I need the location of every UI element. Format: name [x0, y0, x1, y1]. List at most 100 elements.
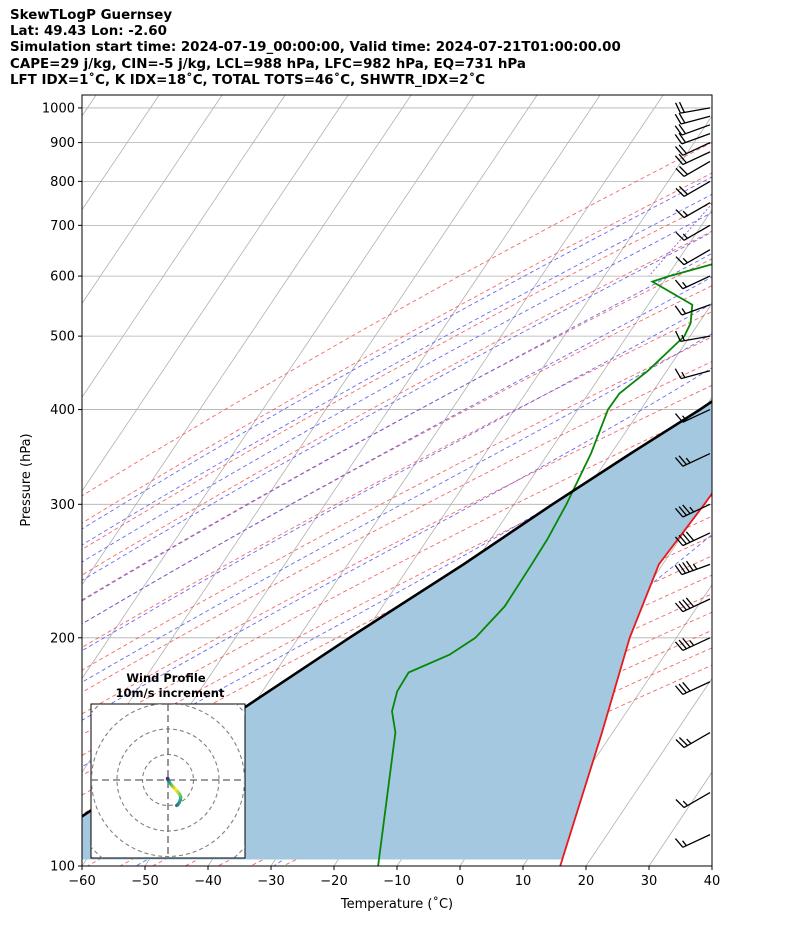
wind-barb	[674, 452, 711, 467]
barb-full	[678, 534, 687, 545]
x-tick-label: 20	[578, 874, 595, 889]
barb-staff	[682, 275, 711, 290]
barb-staff	[680, 370, 711, 380]
wind-barb	[675, 224, 711, 241]
x-tick-label: −50	[131, 874, 158, 889]
barb-full	[678, 112, 686, 124]
wind-barb	[674, 142, 711, 156]
barb-staff	[682, 503, 711, 518]
y-axis-label: Pressure (hPa)	[19, 433, 34, 526]
barb-half	[681, 308, 687, 314]
mixing-ratio-line	[710, 274, 712, 277]
barb-full	[674, 125, 683, 136]
isotherm-line	[711, 865, 712, 866]
moist-adiabat	[82, 405, 712, 768]
wind-barb	[674, 681, 711, 696]
y-tick-label: 600	[50, 270, 75, 285]
moist-adiabat	[82, 303, 712, 652]
barb-half	[681, 371, 686, 378]
barb-full	[675, 187, 685, 197]
wind-barb	[674, 597, 711, 613]
x-tick-label: 0	[456, 874, 464, 889]
barb-full	[675, 167, 685, 177]
barb-half	[686, 738, 692, 744]
barb-staff	[681, 563, 711, 576]
barb-staff	[682, 408, 711, 423]
moist-adiabat	[82, 176, 712, 530]
barb-full	[678, 563, 687, 574]
barb-staff	[683, 202, 711, 219]
barb-full	[674, 641, 684, 651]
location-line: Lat: 49.43 Lon: -2.60	[10, 24, 167, 39]
dry-adiabat	[82, 408, 712, 736]
barb-full	[678, 600, 687, 611]
barb-staff	[682, 452, 711, 467]
barb-full	[674, 146, 684, 156]
isotherm-line	[82, 95, 223, 305]
barb-full	[674, 507, 684, 518]
wind-barb	[675, 330, 711, 342]
dry-adiabat	[82, 285, 712, 625]
barb-full	[674, 413, 684, 423]
isotherm-line	[585, 677, 712, 866]
barb-staff	[680, 115, 711, 125]
wind-barb	[675, 160, 711, 177]
parcel-line	[82, 399, 712, 819]
barb-full	[674, 155, 684, 165]
barb-full	[685, 597, 695, 608]
barb-half	[682, 800, 688, 806]
barb-full	[682, 504, 691, 515]
barb-half	[681, 334, 685, 341]
isotherm-line	[522, 584, 712, 866]
wind-barb	[674, 151, 711, 166]
barb-staff	[682, 532, 711, 547]
barb-full	[682, 637, 691, 648]
mixing-ratio-line	[762, 95, 794, 276]
isotherm-line	[775, 95, 794, 866]
barb-full	[675, 231, 685, 241]
y-tick-label: 500	[50, 330, 75, 345]
y-tick-label: 200	[50, 631, 75, 646]
x-tick-label: 10	[515, 874, 532, 889]
barb-staff	[681, 124, 711, 136]
wind-barb	[674, 112, 711, 125]
barb-full	[675, 209, 685, 219]
chart-title: SkewTLogP Guernsey	[10, 8, 173, 23]
barb-staff	[682, 637, 711, 652]
wind-barb	[674, 503, 711, 518]
isotherm-line	[82, 95, 349, 492]
moist-adiabat	[82, 211, 712, 563]
moist-adiabat	[82, 231, 712, 581]
barb-full	[678, 124, 687, 135]
barb-full	[678, 165, 688, 175]
times-line: Simulation start time: 2024-07-19_00:00:…	[10, 40, 621, 55]
x-tick-label: −40	[194, 874, 221, 889]
dry-adiabat	[82, 230, 712, 576]
hodograph-title: Wind Profile	[126, 671, 206, 685]
barb-full	[674, 305, 683, 316]
hodograph-inset: Wind Profile 10m/s increment	[90, 671, 246, 859]
dry-adiabat	[82, 430, 712, 756]
wind-barb	[675, 202, 711, 219]
barb-staff	[680, 107, 711, 114]
moist-adiabat	[82, 193, 712, 546]
barb-half	[685, 457, 691, 464]
barb-full	[678, 506, 687, 516]
barb-half	[682, 840, 687, 847]
barb-full	[674, 368, 682, 379]
x-axis-ticks: −60 −50 −40 −30 −20 −10 0 10 20 30 40	[68, 866, 720, 889]
barb-half	[689, 506, 695, 513]
x-tick-label: −30	[257, 874, 284, 889]
hodograph-subtitle: 10m/s increment	[116, 686, 225, 700]
barb-staff	[681, 132, 711, 145]
barb-full	[685, 531, 695, 541]
barb-staff	[683, 249, 711, 266]
dry-adiabat	[82, 336, 712, 671]
dry-adiabat	[82, 172, 712, 524]
wind-barb	[675, 180, 711, 197]
dewpoint-line	[377, 263, 712, 866]
barb-staff	[682, 151, 711, 166]
barb-full	[675, 799, 685, 808]
barb-full	[674, 564, 683, 575]
